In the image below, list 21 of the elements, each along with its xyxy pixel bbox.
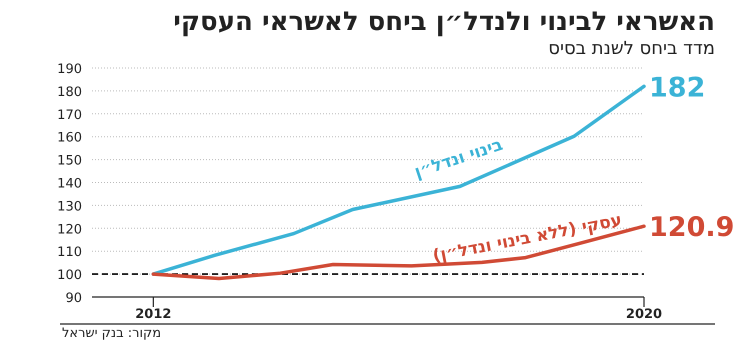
y-tick-label: 190 <box>57 62 82 77</box>
data-label: 182 <box>649 72 706 104</box>
y-tick-label: 180 <box>57 84 82 100</box>
x-tick-label: 2020 <box>626 307 662 322</box>
y-tick-label: 140 <box>57 176 82 192</box>
chart-title: האשראי לבינוי ולנדל״ן ביחס לאשראי העסקי <box>173 7 715 37</box>
y-tick-label: 150 <box>57 154 82 169</box>
data-label: 120.9 <box>649 212 734 244</box>
y-tick-label: 110 <box>57 245 82 260</box>
text: מקור: בנק ישראל <box>62 326 162 341</box>
y-tick-label: 170 <box>57 108 82 123</box>
line-series <box>152 84 646 276</box>
chart-subtitle: מדד ביחס לשנת בסיס <box>548 38 715 59</box>
y-tick-label: 120 <box>57 222 82 238</box>
y-tick-label: 90 <box>65 291 82 306</box>
y-tick-label: 100 <box>57 268 82 284</box>
text: עסקי (ללא בינוי ונדל״ן) <box>431 210 624 267</box>
text: בינוי ונדל״ן <box>412 134 506 183</box>
y-tick-label: 130 <box>57 199 82 214</box>
x-tick-label: 2012 <box>135 307 172 322</box>
y-tick-label: 160 <box>57 130 82 146</box>
